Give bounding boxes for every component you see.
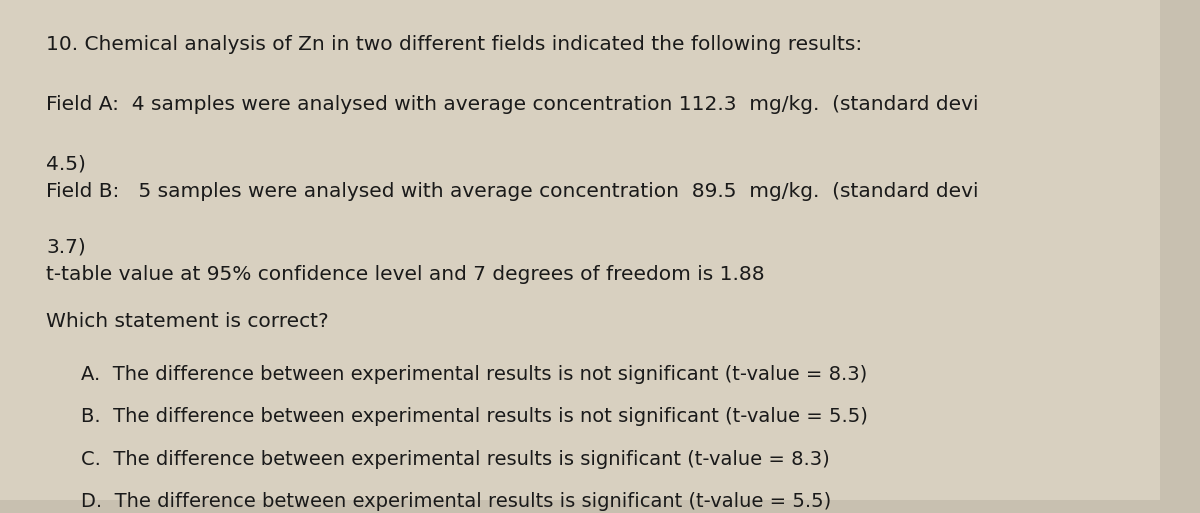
Text: C.  The difference between experimental results is significant (t-value = 8.3): C. The difference between experimental r… — [82, 450, 830, 469]
Text: 10. Chemical analysis of Zn in two different fields indicated the following resu: 10. Chemical analysis of Zn in two diffe… — [47, 35, 863, 54]
Text: Which statement is correct?: Which statement is correct? — [47, 312, 329, 331]
Text: B.  The difference between experimental results is not significant (t-value = 5.: B. The difference between experimental r… — [82, 407, 868, 426]
Text: 4.5): 4.5) — [47, 155, 86, 174]
Text: A.  The difference between experimental results is not significant (t-value = 8.: A. The difference between experimental r… — [82, 365, 868, 384]
Text: Field A:  4 samples were analysed with average concentration 112.3  mg/kg.  (sta: Field A: 4 samples were analysed with av… — [47, 95, 979, 114]
FancyBboxPatch shape — [0, 0, 1160, 500]
Text: Field B:   5 samples were analysed with average concentration  89.5  mg/kg.  (st: Field B: 5 samples were analysed with av… — [47, 183, 979, 202]
Text: t-table value at 95% confidence level and 7 degrees of freedom is 1.88: t-table value at 95% confidence level an… — [47, 265, 766, 284]
Text: D.  The difference between experimental results is significant (t-value = 5.5): D. The difference between experimental r… — [82, 492, 832, 511]
Text: 3.7): 3.7) — [47, 238, 86, 256]
